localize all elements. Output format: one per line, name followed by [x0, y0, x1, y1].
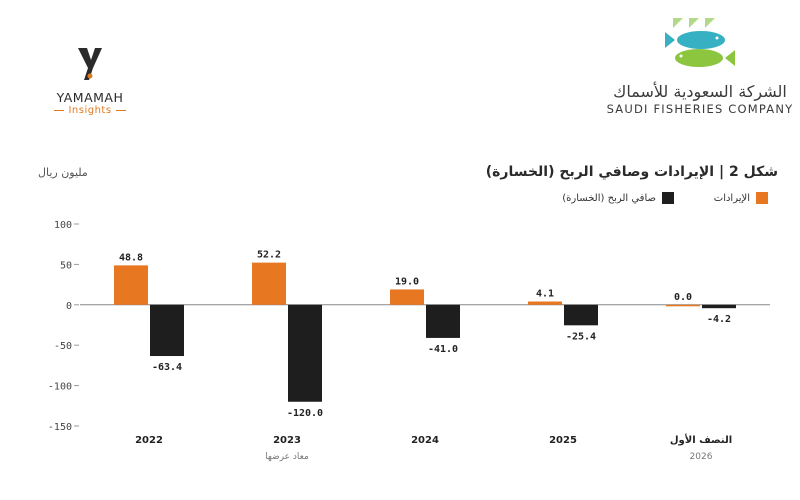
net-profit-data-label: -41.0 [428, 344, 458, 355]
y-tick-label: -150 [48, 422, 72, 433]
net-profit-bar [702, 304, 736, 309]
x-category-note: معاد عرضها [265, 452, 309, 462]
yamamah-brand: YAMAMAH [56, 90, 124, 105]
legend-label-revenue: الإيرادات [713, 192, 750, 204]
legend-item-revenue: الإيرادات [714, 192, 768, 204]
revenue-bar [528, 301, 562, 305]
revenue-bar [666, 304, 700, 307]
yamamah-mark-icon [78, 48, 102, 80]
x-category-label: 2023 [273, 435, 301, 446]
net-profit-data-label: -63.4 [152, 362, 182, 373]
revenue-bar [390, 289, 424, 305]
x-category-label: النصف الأول [670, 433, 732, 446]
chart-title: شكل 2 | الإيرادات وصافي الربح (الخسارة) [485, 164, 778, 180]
legend-item-net: صافي الربح (الخسارة) [562, 192, 674, 204]
yamamah-logo: YAMAMAH Insights [40, 44, 140, 116]
revenue-data-label: 0.0 [674, 292, 692, 303]
x-category-note: 2026 [690, 452, 713, 462]
saudi-fisheries-logo: الشركة السعودية للأسماك SAUDI FISHERIES … [600, 14, 800, 116]
net-profit-bar [426, 304, 460, 338]
fish-icon [665, 18, 735, 67]
y-tick-label: -100 [48, 382, 72, 393]
legend-label-net: صافي الربح (الخسارة) [562, 192, 656, 204]
legend-swatch-net [662, 192, 674, 204]
company-name-english: SAUDI FISHERIES COMPANY [606, 102, 794, 116]
x-category-label: 2025 [549, 435, 577, 446]
legend: الإيرادات صافي الربح (الخسارة) [0, 192, 800, 210]
net-profit-data-label: -120.0 [287, 408, 323, 419]
y-tick-label: 100 [54, 220, 72, 231]
revenue-data-label: 48.8 [119, 252, 143, 263]
y-tick-label: -50 [54, 341, 72, 352]
x-category-label: 2024 [411, 435, 439, 446]
legend-swatch-revenue [756, 192, 768, 204]
x-category-label: 2022 [135, 435, 163, 446]
yamamah-sub: Insights [68, 105, 112, 116]
revenue-bar [114, 265, 148, 305]
net-profit-bar [564, 304, 598, 326]
revenue-bar [252, 262, 286, 305]
company-name-arabic: الشركة السعودية للأسماك [613, 82, 787, 101]
net-profit-bar [288, 304, 322, 402]
revenue-data-label: 19.0 [395, 276, 419, 287]
revenue-data-label: 4.1 [536, 288, 554, 299]
net-profit-bar [150, 304, 184, 357]
revenue-data-label: 52.2 [257, 250, 281, 261]
net-profit-data-label: -4.2 [707, 314, 731, 325]
net-profit-data-label: -25.4 [566, 331, 596, 342]
y-tick-label: 50 [60, 260, 72, 271]
unit-label: مليون ريال [38, 166, 88, 179]
y-tick-label: 0 [66, 301, 72, 312]
